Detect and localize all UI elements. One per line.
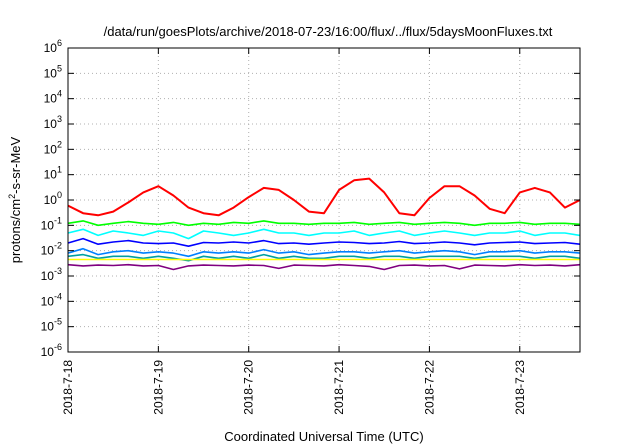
y-tick-labels: 10-6 10-5 10-4 10-3 10-2 10-1 100 101 102 103 104 1… xyxy=(41,38,62,359)
y-tick-label: 106 xyxy=(44,38,62,55)
y-tick-label: 104 xyxy=(44,89,62,106)
series-line-1 xyxy=(67,177,581,217)
tick-marks xyxy=(67,47,580,353)
series-line-5 xyxy=(67,247,581,258)
y-axis-label: protons/cm2-s-sr-MeV xyxy=(7,136,23,263)
y-tick-label: 105 xyxy=(44,63,62,80)
y-tick-label: 10-2 xyxy=(41,241,62,258)
series-line-6 xyxy=(67,253,581,262)
x-tick-label: 2018-7-23 xyxy=(513,360,527,415)
series-line-4 xyxy=(67,237,581,247)
series-line-8 xyxy=(67,263,581,271)
y-tick-label: 103 xyxy=(44,114,62,131)
series-line-2 xyxy=(67,220,581,227)
chart-title: /data/run/goesPlots/archive/2018-07-23/1… xyxy=(104,24,553,39)
y-axis-label-prefix: protons/cm xyxy=(8,199,23,263)
y-tick-label: 10-1 xyxy=(41,215,62,232)
y-tick-label: 10-3 xyxy=(41,266,62,283)
y-tick-label: 100 xyxy=(44,190,62,207)
x-tick-label: 2018-7-19 xyxy=(151,360,165,415)
y-axis-label-sup: 2 xyxy=(7,194,17,199)
x-tick-label: 2018-7-18 xyxy=(61,360,75,415)
y-tick-label: 10-6 xyxy=(41,342,62,359)
y-tick-label: 102 xyxy=(44,139,62,156)
grid-lines xyxy=(67,48,580,352)
y-axis-label-suffix: -s-sr-MeV xyxy=(8,136,23,193)
x-tick-label: 2018-7-21 xyxy=(332,360,346,415)
y-tick-label: 101 xyxy=(44,165,62,182)
x-tick-labels: 2018-7-18 2018-7-19 2018-7-20 2018-7-21 2018… xyxy=(61,360,527,415)
x-axis-label: Coordinated Universal Time (UTC) xyxy=(224,429,423,444)
x-tick-label: 2018-7-22 xyxy=(422,360,436,415)
y-tick-label: 10-5 xyxy=(41,317,62,334)
series-line-3 xyxy=(67,228,581,240)
x-tick-label: 2018-7-20 xyxy=(242,360,256,415)
y-tick-label: 10-4 xyxy=(41,291,62,308)
series-layer xyxy=(67,177,581,271)
